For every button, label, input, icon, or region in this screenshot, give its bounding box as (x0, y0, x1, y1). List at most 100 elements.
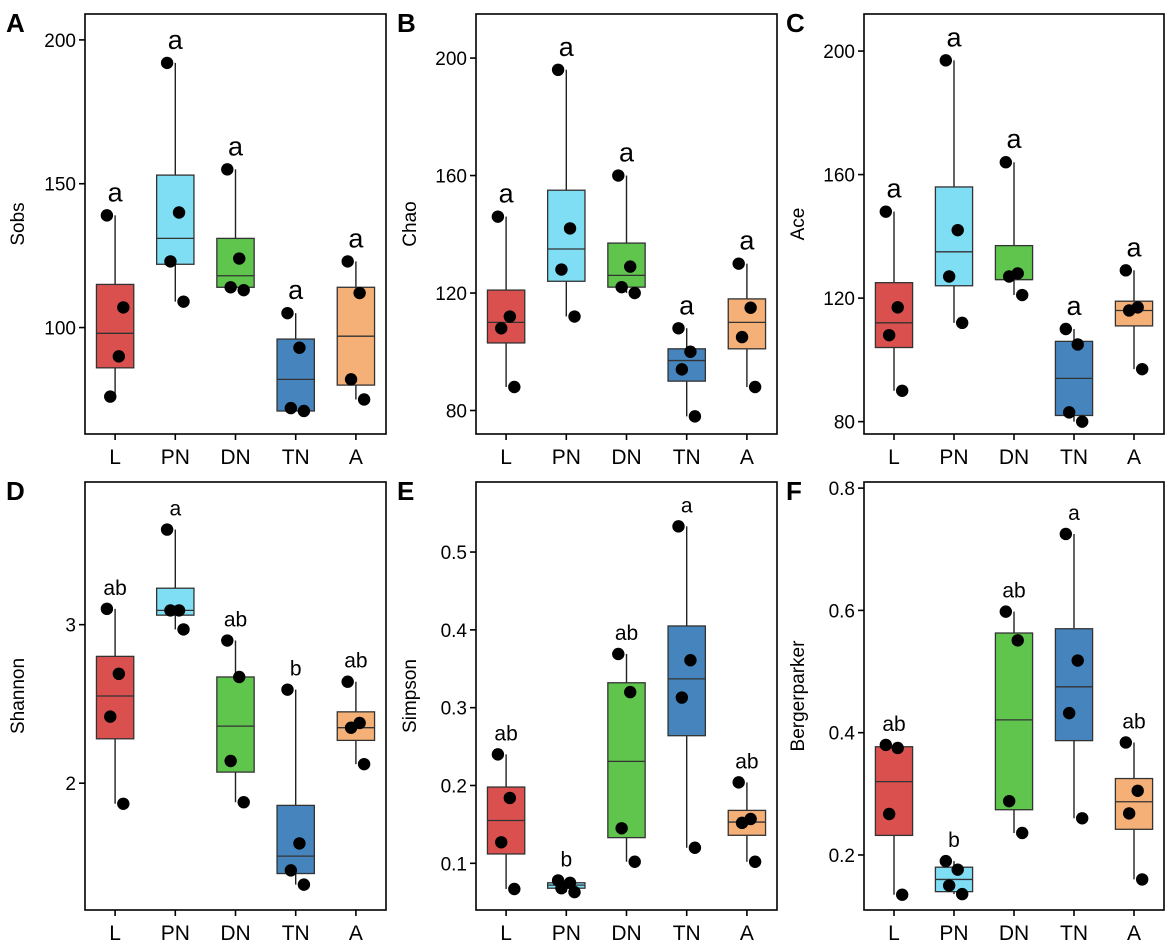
x-tick-label: L (500, 446, 512, 469)
data-point (732, 257, 745, 270)
data-point (1011, 634, 1024, 647)
x-tick-label: A (1127, 446, 1141, 469)
box-pn (934, 186, 974, 287)
data-point (628, 286, 641, 300)
data-point (1059, 527, 1073, 541)
data-point (628, 855, 641, 868)
data-point (233, 670, 246, 684)
x-tick-label: DN (611, 922, 641, 945)
x-tick-label: TN (673, 922, 701, 945)
data-point (1075, 415, 1089, 428)
panel-letter: D (6, 476, 25, 506)
x-tick-label: TN (673, 446, 701, 469)
data-point (939, 54, 953, 67)
data-point (104, 390, 117, 403)
data-point (891, 741, 904, 755)
data-point (615, 280, 628, 294)
data-point (491, 210, 505, 223)
data-point (172, 604, 186, 617)
significance-letter: a (348, 223, 364, 253)
data-point (357, 393, 371, 406)
data-point (104, 710, 117, 723)
data-point (895, 888, 909, 901)
significance-letter: a (681, 494, 693, 517)
data-point (224, 754, 237, 768)
significance-letter: a (1066, 291, 1082, 321)
significance-letter: a (886, 174, 902, 204)
data-point (939, 854, 953, 868)
data-point (237, 796, 250, 809)
significance-letter: a (559, 32, 575, 62)
data-point (1015, 826, 1029, 840)
data-point (224, 281, 237, 294)
data-point (221, 634, 234, 647)
x-tick-label: PN (161, 922, 190, 945)
data-point (491, 748, 505, 761)
significance-letter: ab (494, 722, 517, 745)
significance-letter: ab (344, 650, 367, 673)
x-tick-label: DN (611, 446, 641, 469)
data-point (117, 797, 130, 810)
significance-letter: ab (1002, 580, 1025, 603)
y-tick-label: 160 (823, 166, 855, 187)
y-tick-label: 200 (435, 49, 467, 70)
data-point (882, 807, 896, 821)
significance-letter: ab (735, 750, 758, 773)
significance-letter: b (560, 848, 572, 871)
data-point (503, 791, 517, 805)
data-point (555, 882, 568, 895)
data-point (284, 864, 298, 877)
significance-letter: b (290, 658, 302, 681)
significance-letter: a (169, 498, 181, 521)
x-tick-label: L (109, 922, 121, 945)
significance-letter: ab (103, 577, 126, 600)
data-point (879, 738, 893, 752)
data-point (172, 206, 186, 219)
data-point (735, 330, 749, 344)
x-tick-label: PN (552, 922, 581, 945)
significance-letter: a (108, 177, 124, 207)
x-tick-label: DN (220, 922, 250, 945)
data-point (1122, 807, 1136, 820)
y-tick-label: 160 (435, 167, 467, 188)
data-point (942, 270, 956, 283)
data-point (164, 604, 177, 617)
data-point (1119, 264, 1133, 277)
data-point (951, 223, 964, 237)
significance-letter: b (948, 829, 960, 852)
box-tn (1054, 628, 1094, 742)
data-point (999, 605, 1013, 618)
data-point (735, 816, 749, 830)
data-point (297, 878, 311, 891)
significance-letter: a (1126, 232, 1142, 262)
data-point (675, 691, 689, 704)
data-point (1075, 812, 1089, 825)
y-tick-label: 100 (44, 319, 76, 340)
y-tick-label: 80 (446, 402, 467, 423)
data-point (951, 863, 964, 876)
y-tick-label: 150 (44, 175, 76, 196)
data-point (1062, 706, 1076, 720)
x-tick-label: PN (552, 446, 581, 469)
data-point (612, 169, 625, 182)
data-point (748, 380, 762, 394)
significance-letter: a (228, 131, 244, 161)
x-tick-label: DN (999, 922, 1029, 945)
data-point (675, 363, 689, 376)
y-axis-label: Bergerparker (788, 640, 809, 752)
data-point (495, 836, 508, 849)
y-axis-label: Ace (788, 208, 809, 241)
data-point (624, 685, 637, 699)
x-tick-label: A (740, 446, 754, 469)
data-point (563, 222, 577, 235)
significance-letter: a (679, 290, 695, 320)
data-point (297, 404, 311, 418)
x-tick-label: A (740, 922, 754, 945)
box-dn (607, 682, 646, 839)
data-point (1002, 794, 1016, 808)
significance-letter: a (739, 226, 755, 256)
data-point (688, 841, 702, 854)
data-point (615, 822, 628, 835)
x-tick-label: L (888, 922, 900, 945)
data-point (1062, 406, 1076, 419)
